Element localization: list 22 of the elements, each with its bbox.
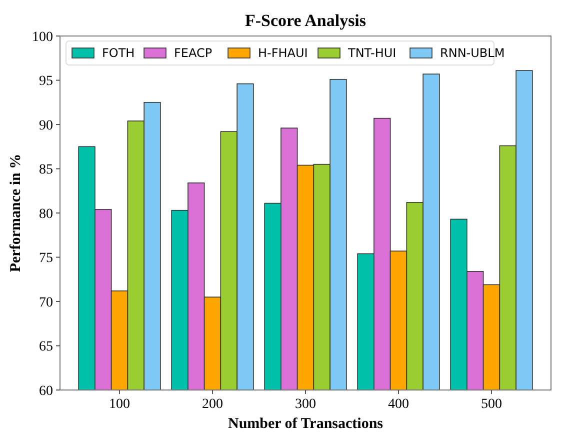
x-tick-label: 300 [295, 397, 316, 412]
x-tick-label: 500 [480, 397, 502, 412]
y-tick-label: 95 [39, 74, 53, 90]
y-tick-label: 60 [39, 384, 53, 399]
y-tick-label: 65 [39, 340, 53, 355]
x-tick-label: 400 [388, 397, 409, 412]
x-tick-label: 100 [109, 397, 130, 412]
legend-label: FEACP [174, 46, 212, 60]
y-tick-label: 90 [39, 118, 53, 134]
x-tick-label: 200 [202, 397, 224, 412]
y-tick-label: 80 [39, 206, 53, 222]
legend-label: FOTH [102, 46, 135, 60]
y-axis-title: Performance in % [8, 154, 24, 272]
legend-label: TNT-HUI [347, 46, 396, 60]
y-tick-label: 70 [39, 295, 53, 310]
y-tick-label: 100 [32, 30, 53, 45]
legend-label: H-FHAUI [258, 46, 308, 60]
y-tick-label: 85 [39, 162, 53, 178]
y-tick-label: 75 [39, 251, 53, 266]
chart-title: F-Score Analysis [244, 11, 366, 30]
x-axis-title: Number of Transactions [228, 416, 384, 432]
legend-label: RNN-UBLM [440, 46, 505, 60]
